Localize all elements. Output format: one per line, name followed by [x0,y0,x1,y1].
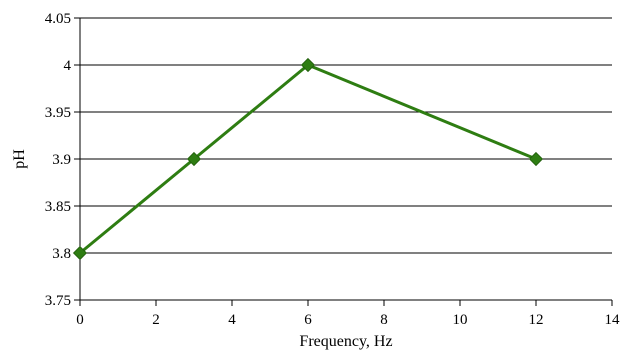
y-tick-label-3: 3.9 [52,152,71,168]
data-point-0-0 [72,245,88,261]
y-tick-label-6: 4.05 [45,11,71,27]
y-tick-labels: 3.75 3.8 3.85 3.9 3.95 4 4.05 [45,11,72,309]
x-tick-label-6: 12 [529,312,544,328]
x-axis-title: Frequency, Hz [299,333,392,350]
data-point-0-3 [528,151,544,167]
x-tick-label-0: 0 [76,312,84,328]
y-tick-label-0: 3.75 [45,293,71,309]
x-tick-label-2: 4 [228,312,236,328]
y-tick-label-1: 3.8 [52,246,71,262]
y-tick-label-4: 3.95 [45,105,71,121]
x-tick-label-1: 2 [152,312,160,328]
y-tick-label-5: 4 [64,58,72,74]
x-tick-label-7: 14 [605,312,621,328]
x-tick-label-5: 10 [453,312,468,328]
axes [74,17,613,306]
series-group [72,57,544,261]
x-tick-label-3: 6 [304,312,312,328]
series-line-0 [79,63,537,255]
x-tick-label-4: 8 [380,312,388,328]
data-point-0-1 [186,151,202,167]
gridlines [80,17,612,301]
y-tick-label-2: 3.85 [45,199,71,215]
x-tick-labels: 0 2 4 6 8 10 12 14 [76,312,620,328]
data-point-0-2 [300,57,316,73]
y-axis-title: pH [11,149,28,169]
